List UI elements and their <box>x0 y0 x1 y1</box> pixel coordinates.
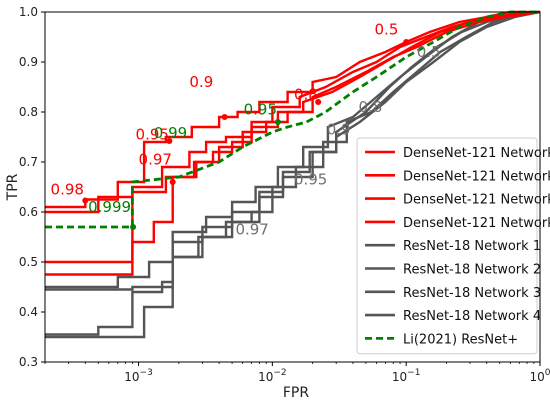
threshold-marker <box>403 39 410 45</box>
x-tick-label: 10−3 <box>124 368 153 384</box>
legend: DenseNet-121 Network 1 DenseNet-121 Netwo… <box>356 137 550 355</box>
plot-frame <box>44 11 541 363</box>
series-line-4 <box>45 10 541 276</box>
x-tick-label: 10−1 <box>392 368 421 384</box>
threshold-marker <box>130 224 137 230</box>
threshold-label: 0.5 <box>417 43 441 61</box>
x-axis-title: FPR <box>283 385 309 401</box>
threshold-marker <box>221 114 228 120</box>
y-tick-label: 0.3 <box>19 355 38 369</box>
y-tick-label: 0.9 <box>19 55 38 69</box>
y-tick-label: 0.7 <box>19 155 38 169</box>
threshold-label: 0.95 <box>294 171 327 189</box>
legend-label: Li(2021) ResNet+ <box>403 332 518 347</box>
series-line-7 <box>45 10 541 289</box>
series-line-1 <box>45 10 540 209</box>
y-tick-label: 0.8 <box>19 105 38 119</box>
threshold-label: 0.5 <box>375 21 399 39</box>
legend-label: DenseNet-121 Network 4 <box>403 216 550 231</box>
threshold-label: 0.999 <box>88 198 131 216</box>
series-line-9 <box>45 10 540 229</box>
threshold-marker <box>166 138 173 144</box>
y-tick-label: 0.6 <box>19 205 38 219</box>
threshold-marker <box>169 179 176 185</box>
y-tick-label: 0.5 <box>19 255 38 269</box>
series-layer <box>45 10 541 339</box>
threshold-label: 0.97 <box>235 221 268 239</box>
threshold-marker <box>315 99 322 105</box>
legend-label: ResNet-18 Network 4 <box>403 309 541 324</box>
threshold-label: 0.9 <box>327 121 351 139</box>
threshold-label: 0.95 <box>244 101 277 119</box>
threshold-label: 0.97 <box>139 151 172 169</box>
threshold-label: 0.8 <box>294 86 318 104</box>
legend-label: DenseNet-121 Network 1 <box>403 146 550 161</box>
legend-label: ResNet-18 Network 1 <box>403 239 541 254</box>
x-tick-label: 100 <box>529 368 550 384</box>
threshold-marker <box>82 197 89 204</box>
series-line-5 <box>45 10 541 336</box>
threshold-label: 0.98 <box>51 181 84 199</box>
threshold-label: 0.95 <box>136 126 169 144</box>
legend-label: DenseNet-121 Network 3 <box>403 193 550 208</box>
legend-box <box>356 137 538 355</box>
legend-label: DenseNet-121 Network 2 <box>403 169 550 184</box>
threshold-label: 0.9 <box>189 73 213 91</box>
series-line-8 <box>45 10 541 339</box>
threshold-marker <box>274 119 281 125</box>
y-axis-title: TPR <box>5 173 21 201</box>
threshold-label: 0.8 <box>358 98 382 116</box>
x-tick-label: 10−2 <box>258 368 287 384</box>
legend-label: ResNet-18 Network 2 <box>403 263 541 278</box>
y-tick-label: 1.0 <box>19 5 38 19</box>
threshold-label: 0.99 <box>154 124 187 142</box>
legend-label: ResNet-18 Network 3 <box>403 286 541 301</box>
y-tick-label: 0.4 <box>19 305 38 319</box>
axis-ticks: 0.3 0.4 0.5 0.6 0.7 0.8 0.9 1.0 10−3 10−2 10−1 100 <box>19 5 550 384</box>
annotation-layer: 0.980.950.970.90.80.50.990.950.9990.50.8… <box>51 21 441 239</box>
